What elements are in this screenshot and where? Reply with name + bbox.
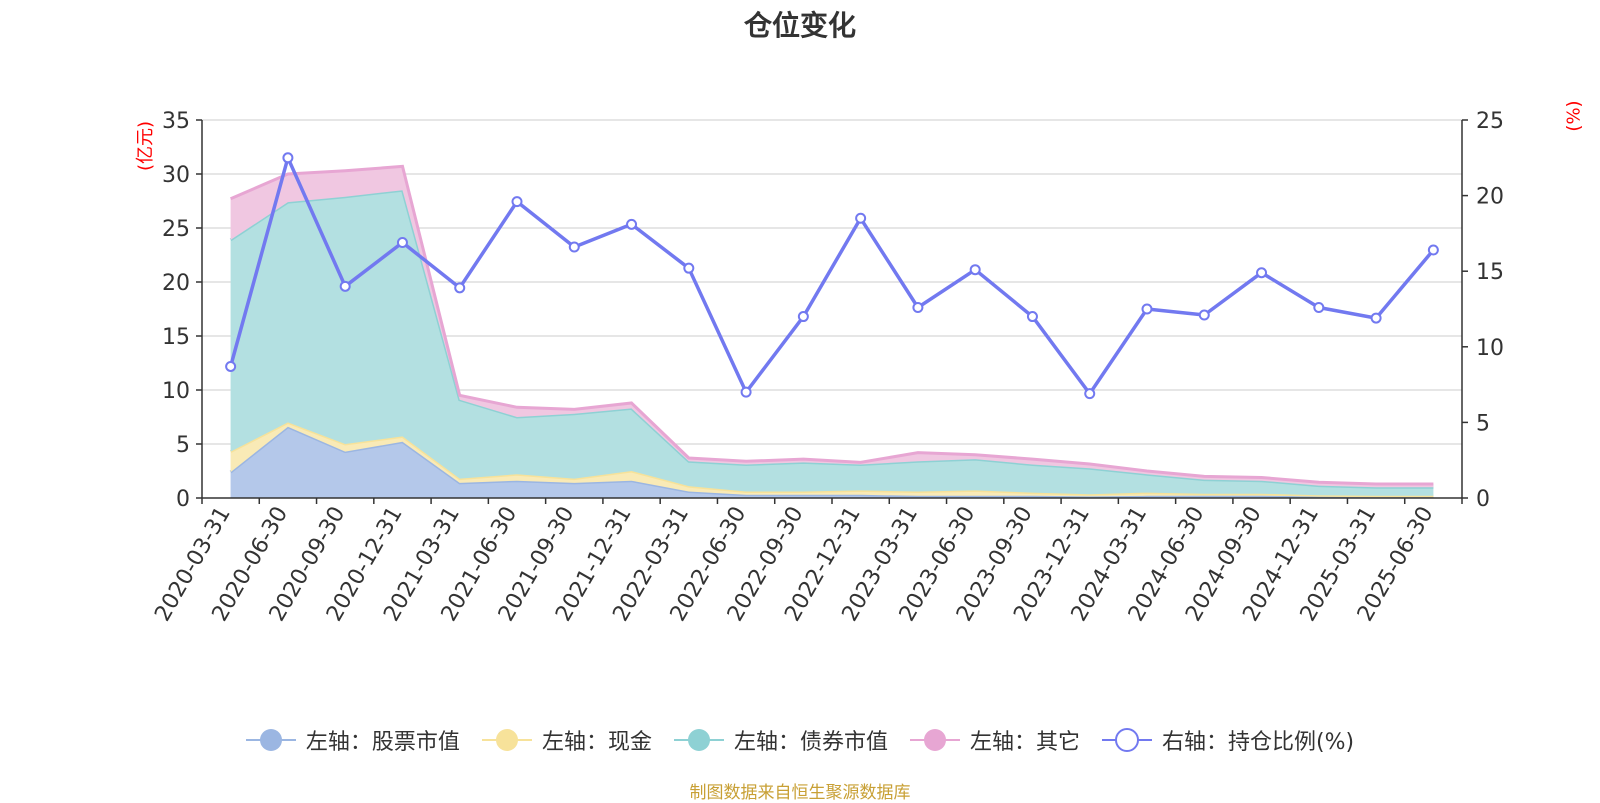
legend-label: 左轴：其它 (969, 730, 1080, 755)
left-axis-tick-label: 0 (176, 487, 190, 512)
chart-title: 仓位变化 (743, 9, 856, 42)
line-point (1427, 244, 1439, 256)
line-point (683, 262, 695, 274)
line-point (855, 212, 867, 224)
line-point (1198, 309, 1210, 321)
legend-label: 左轴：现金 (541, 730, 652, 755)
right-axis-tick-label: 15 (1476, 260, 1504, 285)
legend-item[interactable]: 左轴：股票市值 (245, 724, 460, 756)
legend-swatch (245, 729, 296, 751)
right-axis-tick-label: 5 (1476, 411, 1490, 436)
legend-swatch (481, 729, 532, 751)
area-左轴：债券市值 (230, 190, 1434, 496)
right-axis-tick-label: 10 (1476, 336, 1504, 361)
line-series (228, 156, 1435, 396)
line-point (1313, 301, 1325, 313)
line-point (626, 218, 638, 230)
legend-item[interactable]: 左轴：其它 (909, 724, 1080, 756)
legend: 左轴：股票市值 左轴：现金 左轴：债券市值 左轴：其它 右轴：持仓比例(%) (0, 720, 1600, 760)
line-point (396, 236, 408, 248)
legend-label: 左轴：股票市值 (305, 730, 460, 755)
line-point (568, 241, 580, 253)
left-axis-tick-label: 15 (162, 325, 190, 350)
legend-item[interactable]: 右轴：持仓比例(%) (1101, 724, 1355, 756)
line-point (454, 282, 466, 294)
legend-item[interactable]: 左轴：债券市值 (673, 724, 888, 756)
right-axis-tick-label: 25 (1476, 109, 1504, 134)
right-axis-tick-label: 0 (1476, 487, 1490, 512)
area-左轴：现金 (230, 422, 1434, 497)
area-左轴：股票市值 (230, 426, 1434, 498)
left-axis-tick-label: 20 (162, 271, 190, 296)
line-point (1026, 311, 1038, 323)
right-axis-unit: (%) (1563, 100, 1585, 132)
left-axis-tick-label: 25 (162, 217, 190, 242)
left-axis-tick-label: 30 (162, 163, 190, 188)
line-point (225, 360, 237, 372)
legend-label: 左轴：债券市值 (733, 730, 888, 755)
line-point (1084, 388, 1096, 400)
left-axis-tick-label: 5 (176, 433, 190, 458)
legend-swatch (1101, 728, 1152, 752)
line-point (511, 196, 523, 208)
left-axis-unit: (亿元) (135, 120, 156, 172)
data-source-note: 制图数据来自恒生聚源数据库 (689, 783, 911, 803)
line-point (797, 311, 809, 323)
line-point (1141, 303, 1153, 315)
line-point (740, 386, 752, 398)
legend-swatch (909, 729, 960, 751)
right-axis-tick-label: 20 (1476, 185, 1504, 210)
legend-label: 右轴：持仓比例(%) (1161, 730, 1355, 755)
line-point (282, 152, 294, 164)
line-point (969, 264, 981, 276)
area-edge-左轴：其它 (230, 164, 1434, 486)
line-point (1370, 312, 1382, 324)
line-point (339, 280, 351, 292)
left-axis-tick-label: 10 (162, 379, 190, 404)
legend-item[interactable]: 左轴：现金 (481, 724, 652, 756)
line-point (912, 301, 924, 313)
left-axis-tick-label: 35 (162, 109, 190, 134)
legend-swatch (673, 729, 724, 751)
line-point (1256, 267, 1268, 279)
